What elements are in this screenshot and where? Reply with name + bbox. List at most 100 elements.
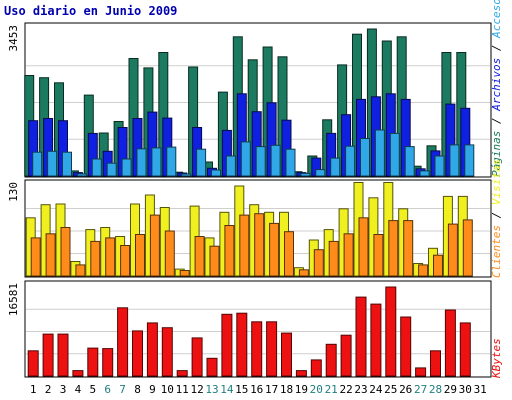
bar-accesos-day-20 [315, 169, 326, 177]
bar-accesos-day-5 [91, 158, 102, 177]
bar-clientes-day-6 [105, 237, 116, 277]
bar-accesos-day-16 [255, 146, 266, 177]
bar-accesos-day-1 [32, 151, 43, 177]
y-max-label: 3453 [7, 25, 20, 52]
bar-kbytes-day-27 [415, 367, 427, 377]
panel-kbytes: 16581 KBytes [7, 280, 503, 379]
bar-clientes-day-3 [60, 227, 71, 277]
bar-kbytes-day-20 [310, 359, 322, 377]
bar-kbytes-day-5 [87, 347, 99, 377]
legend-item: Páginas [490, 131, 503, 177]
day-label-22: 22 [339, 383, 352, 396]
legend-separator: / [490, 38, 503, 58]
bar-clientes-day-15 [239, 214, 250, 277]
bar-clientes-day-21 [328, 240, 339, 277]
bar-accesos-day-21 [330, 157, 341, 177]
legend-item: KBytes [490, 338, 503, 379]
day-label-18: 18 [280, 383, 293, 396]
bar-accesos-day-30 [464, 144, 475, 177]
day-label-17: 17 [265, 383, 278, 396]
day-label-24: 24 [369, 383, 383, 396]
legend-hits-pages-files: Páginas / Archivos / Accesos [490, 0, 503, 177]
legend-item: Archivos [490, 58, 503, 112]
day-label-14: 14 [220, 383, 234, 396]
panel-hits-pages-files: 3453 Páginas / Archivos / Accesos [7, 0, 503, 178]
bar-accesos-day-3 [62, 151, 72, 177]
legend-separator: / [490, 205, 503, 225]
bar-kbytes-day-24 [370, 303, 382, 377]
bar-kbytes-day-29 [444, 309, 456, 377]
bar-accesos-day-22 [345, 145, 356, 177]
bar-accesos-day-23 [360, 138, 370, 177]
bar-clientes-day-4 [75, 264, 86, 277]
bar-kbytes-day-14 [221, 313, 233, 377]
bar-clientes-day-19 [298, 269, 309, 277]
bar-clientes-day-27 [418, 264, 429, 277]
bar-clientes-day-29 [447, 223, 458, 277]
day-label-20: 20 [310, 383, 323, 396]
day-label-21: 21 [325, 383, 338, 396]
bar-clientes-day-24 [373, 234, 384, 277]
day-label-26: 26 [399, 383, 412, 396]
bar-kbytes-day-15 [236, 312, 248, 377]
day-label-8: 8 [134, 383, 141, 396]
bar-accesos-day-24 [374, 129, 385, 177]
bar-kbytes-day-18 [281, 332, 292, 377]
day-label-6: 6 [104, 383, 111, 396]
bar-kbytes-day-13 [206, 357, 218, 377]
bar-clientes-day-16 [254, 213, 265, 277]
bar-clientes-day-10 [164, 230, 175, 277]
day-label-19: 19 [295, 383, 308, 396]
bar-accesos-day-12 [196, 148, 207, 177]
bar-clientes-day-26 [403, 220, 414, 277]
day-label-25: 25 [384, 383, 397, 396]
day-label-3: 3 [60, 383, 67, 396]
bar-kbytes-day-1 [27, 350, 39, 377]
bar-accesos-day-11 [181, 173, 192, 177]
bar-clientes-day-2 [45, 233, 56, 277]
bar-kbytes-day-25 [385, 286, 397, 377]
bar-accesos-day-9 [151, 147, 162, 177]
bar-kbytes-day-7 [117, 307, 129, 377]
day-label-9: 9 [149, 383, 156, 396]
bar-clientes-day-7 [120, 245, 131, 277]
bar-clientes-day-1 [30, 237, 41, 277]
bar-accesos-day-7 [121, 158, 132, 177]
y-max-label: 16581 [7, 283, 20, 316]
day-axis-labels: 1 2 3 4 5 6 7 8 9 10 11 12 13 14 15 16 17 18 19 20 21 22 23 24 2… [30, 383, 487, 396]
bar-clientes-day-25 [388, 220, 399, 277]
day-label-7: 7 [119, 383, 126, 396]
bar-clientes-day-11 [179, 270, 190, 277]
day-label-28: 28 [429, 383, 442, 396]
bar-clientes-day-14 [224, 225, 235, 277]
bar-clientes-day-23 [358, 217, 369, 277]
bar-accesos-day-28 [434, 155, 445, 177]
bar-kbytes-day-4 [72, 370, 84, 377]
bar-kbytes-day-11 [176, 370, 188, 377]
day-label-2: 2 [45, 383, 52, 396]
day-label-12: 12 [190, 383, 203, 396]
bar-accesos-day-14 [225, 155, 236, 177]
bar-clientes-day-9 [149, 214, 160, 277]
bar-kbytes-day-8 [132, 330, 143, 377]
day-label-15: 15 [235, 383, 248, 396]
bar-accesos-day-19 [300, 172, 311, 177]
day-label-31: 31 [474, 383, 487, 396]
bar-accesos-day-26 [404, 146, 415, 177]
bar-clientes-day-30 [462, 219, 473, 277]
bar-clientes-day-28 [433, 254, 443, 277]
day-label-27: 27 [414, 383, 427, 396]
panel-visits: 130 Clientes / Visitas [7, 159, 503, 278]
bar-accesos-day-25 [389, 132, 400, 177]
bar-clientes-day-8 [135, 234, 145, 277]
bar-kbytes-day-3 [57, 333, 69, 377]
bar-kbytes-day-22 [340, 334, 352, 377]
bar-clientes-day-20 [313, 249, 324, 277]
bar-clientes-day-22 [343, 233, 354, 277]
bar-kbytes-day-16 [251, 321, 263, 377]
bar-kbytes-day-2 [42, 333, 54, 377]
day-label-30: 30 [459, 383, 472, 396]
bar-kbytes-day-17 [266, 321, 278, 377]
bar-kbytes-day-23 [355, 296, 367, 377]
